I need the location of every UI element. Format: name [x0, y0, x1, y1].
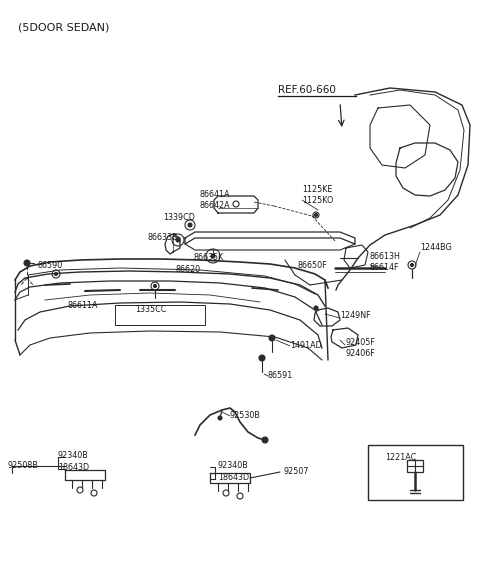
Circle shape: [24, 260, 30, 266]
Circle shape: [314, 306, 318, 310]
Text: 86650F: 86650F: [298, 261, 328, 270]
Circle shape: [262, 437, 268, 443]
Circle shape: [314, 214, 317, 217]
Circle shape: [154, 284, 156, 288]
Circle shape: [176, 238, 180, 242]
Text: 86590: 86590: [38, 261, 63, 270]
Circle shape: [410, 263, 413, 267]
Text: 86641A
86642A: 86641A 86642A: [200, 190, 230, 210]
Text: 1491AD: 1491AD: [290, 341, 322, 350]
Text: 18643D: 18643D: [58, 464, 89, 473]
Text: 1221AC: 1221AC: [385, 453, 416, 462]
Text: 86613H
86614F: 86613H 86614F: [370, 252, 401, 272]
Text: 92340B: 92340B: [58, 452, 89, 460]
Text: 1125KE
1125KO: 1125KE 1125KO: [302, 185, 334, 205]
Text: 18643D: 18643D: [218, 474, 249, 482]
Text: 1249NF: 1249NF: [340, 311, 371, 319]
Text: 86633E: 86633E: [148, 232, 178, 241]
Text: 1335CC: 1335CC: [135, 306, 167, 315]
Text: 92340B: 92340B: [218, 461, 249, 470]
Text: (5DOOR SEDAN): (5DOOR SEDAN): [18, 22, 109, 32]
Circle shape: [188, 223, 192, 227]
Text: REF.60-660: REF.60-660: [278, 85, 336, 95]
Circle shape: [211, 254, 215, 258]
Text: 92530B: 92530B: [230, 411, 261, 420]
Circle shape: [55, 272, 58, 275]
Circle shape: [269, 335, 275, 341]
Text: 86611A: 86611A: [68, 301, 98, 310]
Text: 92507: 92507: [283, 468, 309, 477]
Circle shape: [259, 355, 265, 361]
Text: 1339CD: 1339CD: [163, 214, 195, 223]
Text: 86620: 86620: [175, 266, 200, 275]
Circle shape: [218, 416, 222, 420]
Bar: [407, 460, 423, 472]
Text: 92405F
92406F: 92405F 92406F: [345, 338, 375, 358]
Text: 86591: 86591: [268, 372, 293, 381]
Text: 92508B: 92508B: [8, 461, 39, 470]
Text: 1244BG: 1244BG: [420, 244, 452, 253]
Bar: [368, 445, 463, 500]
Text: 86635K: 86635K: [193, 253, 223, 262]
